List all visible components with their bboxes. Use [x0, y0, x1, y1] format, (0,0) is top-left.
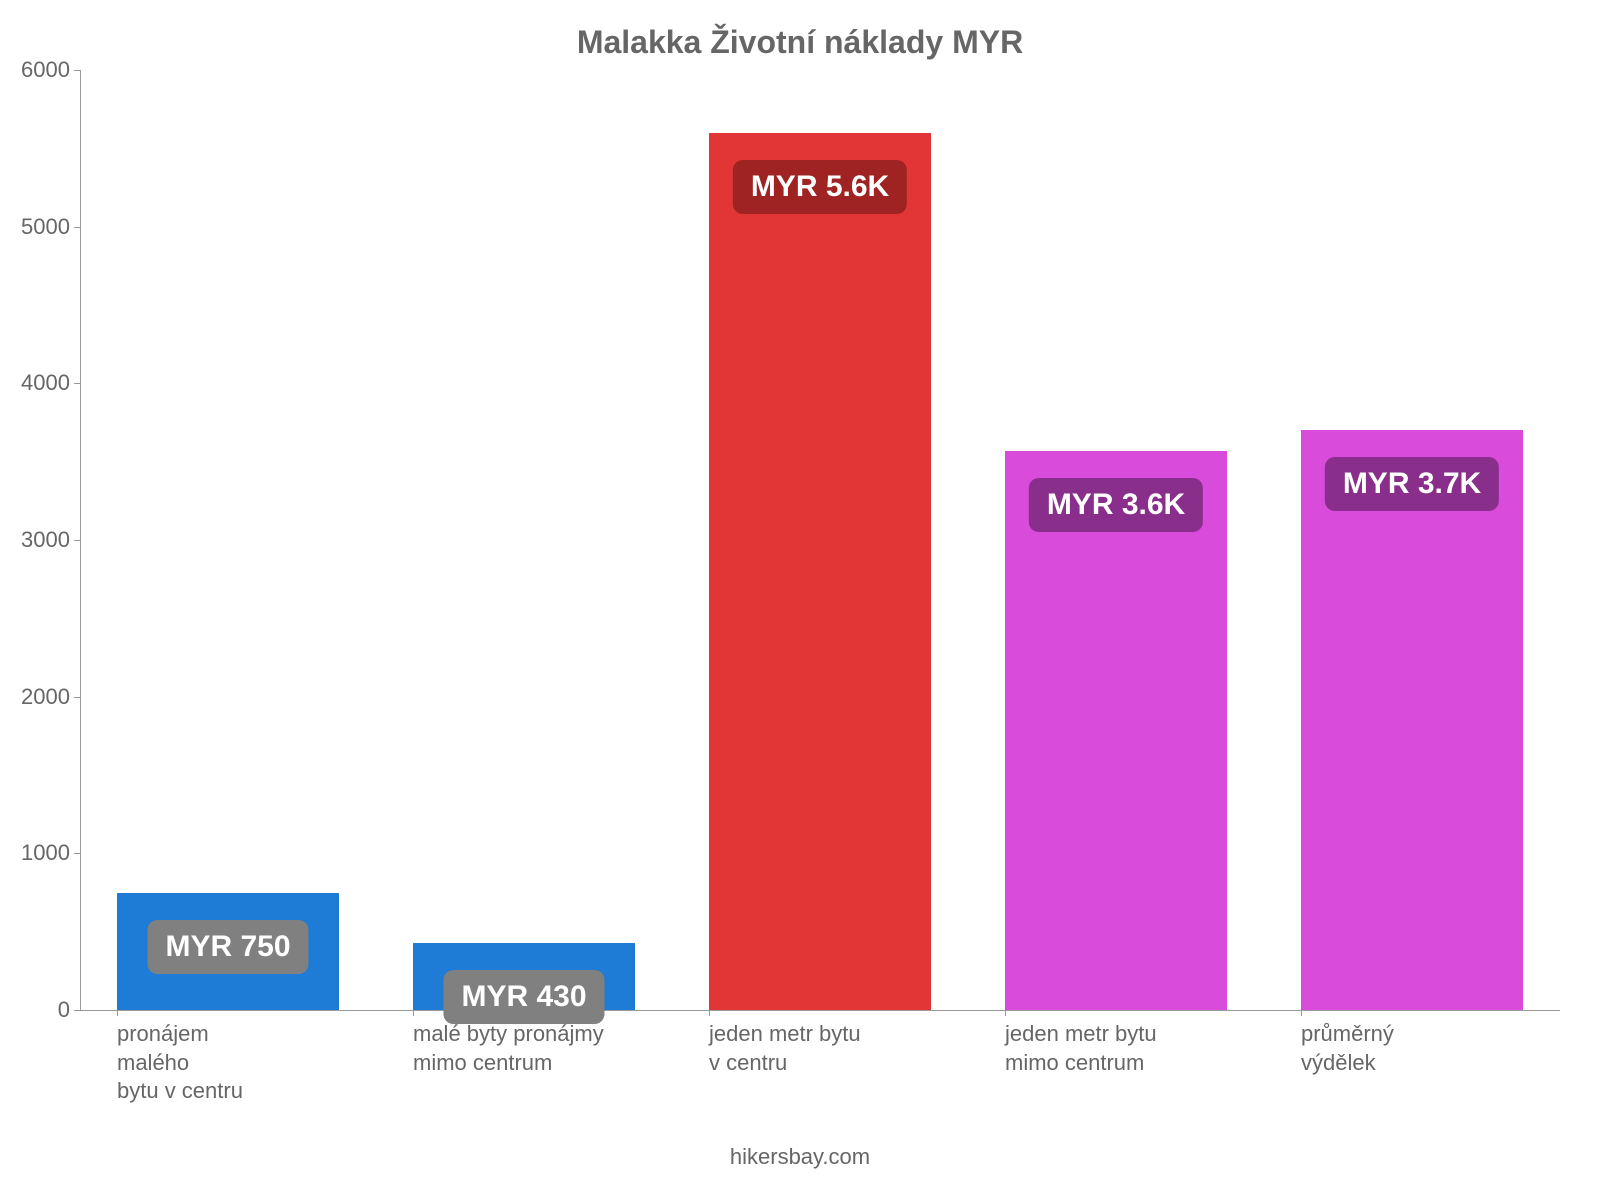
- x-axis-line: [80, 1010, 1560, 1011]
- x-tick-label: jeden metr bytuv centru: [709, 1020, 951, 1077]
- x-tick-mark: [1301, 1010, 1302, 1016]
- y-tick-mark: [74, 227, 80, 228]
- y-tick-mark: [74, 383, 80, 384]
- bar-value-label: MYR 3.6K: [1029, 478, 1203, 532]
- x-tick-label: pronájemmaléhobytu v centru: [117, 1020, 359, 1106]
- bar-value-label: MYR 3.7K: [1325, 457, 1499, 511]
- chart-footer: hikersbay.com: [0, 1144, 1600, 1170]
- bar: [1301, 430, 1523, 1010]
- x-tick-mark: [413, 1010, 414, 1016]
- chart-title: Malakka Životní náklady MYR: [0, 24, 1600, 61]
- y-tick-mark: [74, 1010, 80, 1011]
- chart-wrapper: Malakka Životní náklady MYR 0 1000 2000 300…: [0, 0, 1600, 1200]
- y-tick-mark: [74, 540, 80, 541]
- y-tick-label: 4000: [10, 370, 70, 396]
- y-tick-label: 0: [10, 997, 70, 1023]
- y-tick-mark: [74, 70, 80, 71]
- x-tick-label: malé byty pronájmymimo centrum: [413, 1020, 655, 1077]
- y-tick-label: 3000: [10, 527, 70, 553]
- bar-value-label: MYR 430: [443, 970, 604, 1024]
- x-tick-label: průměrnývýdělek: [1301, 1020, 1543, 1077]
- bar-value-label: MYR 750: [147, 920, 308, 974]
- y-tick-mark: [74, 853, 80, 854]
- x-tick-mark: [709, 1010, 710, 1016]
- y-tick-label: 1000: [10, 840, 70, 866]
- bar-value-label: MYR 5.6K: [733, 160, 907, 214]
- bar: [709, 133, 931, 1010]
- y-axis-line: [80, 70, 81, 1010]
- bar: [1005, 451, 1227, 1010]
- y-tick-label: 2000: [10, 684, 70, 710]
- x-tick-label: jeden metr bytumimo centrum: [1005, 1020, 1247, 1077]
- y-tick-mark: [74, 697, 80, 698]
- y-tick-label: 6000: [10, 57, 70, 83]
- x-tick-mark: [1005, 1010, 1006, 1016]
- y-tick-label: 5000: [10, 214, 70, 240]
- x-tick-mark: [117, 1010, 118, 1016]
